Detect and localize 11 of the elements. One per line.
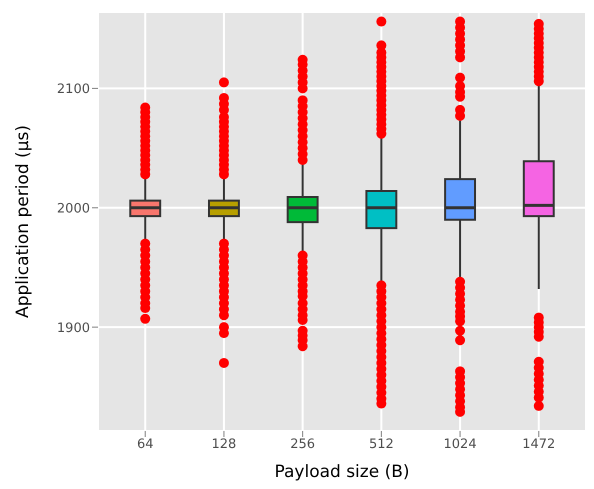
y-tick-label: 2000 xyxy=(56,201,90,216)
y-tick-label: 1900 xyxy=(56,320,90,336)
x-tick-label: 128 xyxy=(212,437,236,452)
x-tick-label: 512 xyxy=(368,437,394,452)
x-axis-title: Payload size (B) xyxy=(274,462,410,482)
y-axis-title: Application period (µs) xyxy=(13,125,34,318)
x-tick-label: 64 xyxy=(136,437,154,452)
x-tick-label: 1472 xyxy=(522,437,556,452)
x-tick-label: 1024 xyxy=(444,437,477,452)
x-tick-label: 256 xyxy=(290,437,316,452)
y-tick-label: 2100 xyxy=(56,82,90,98)
